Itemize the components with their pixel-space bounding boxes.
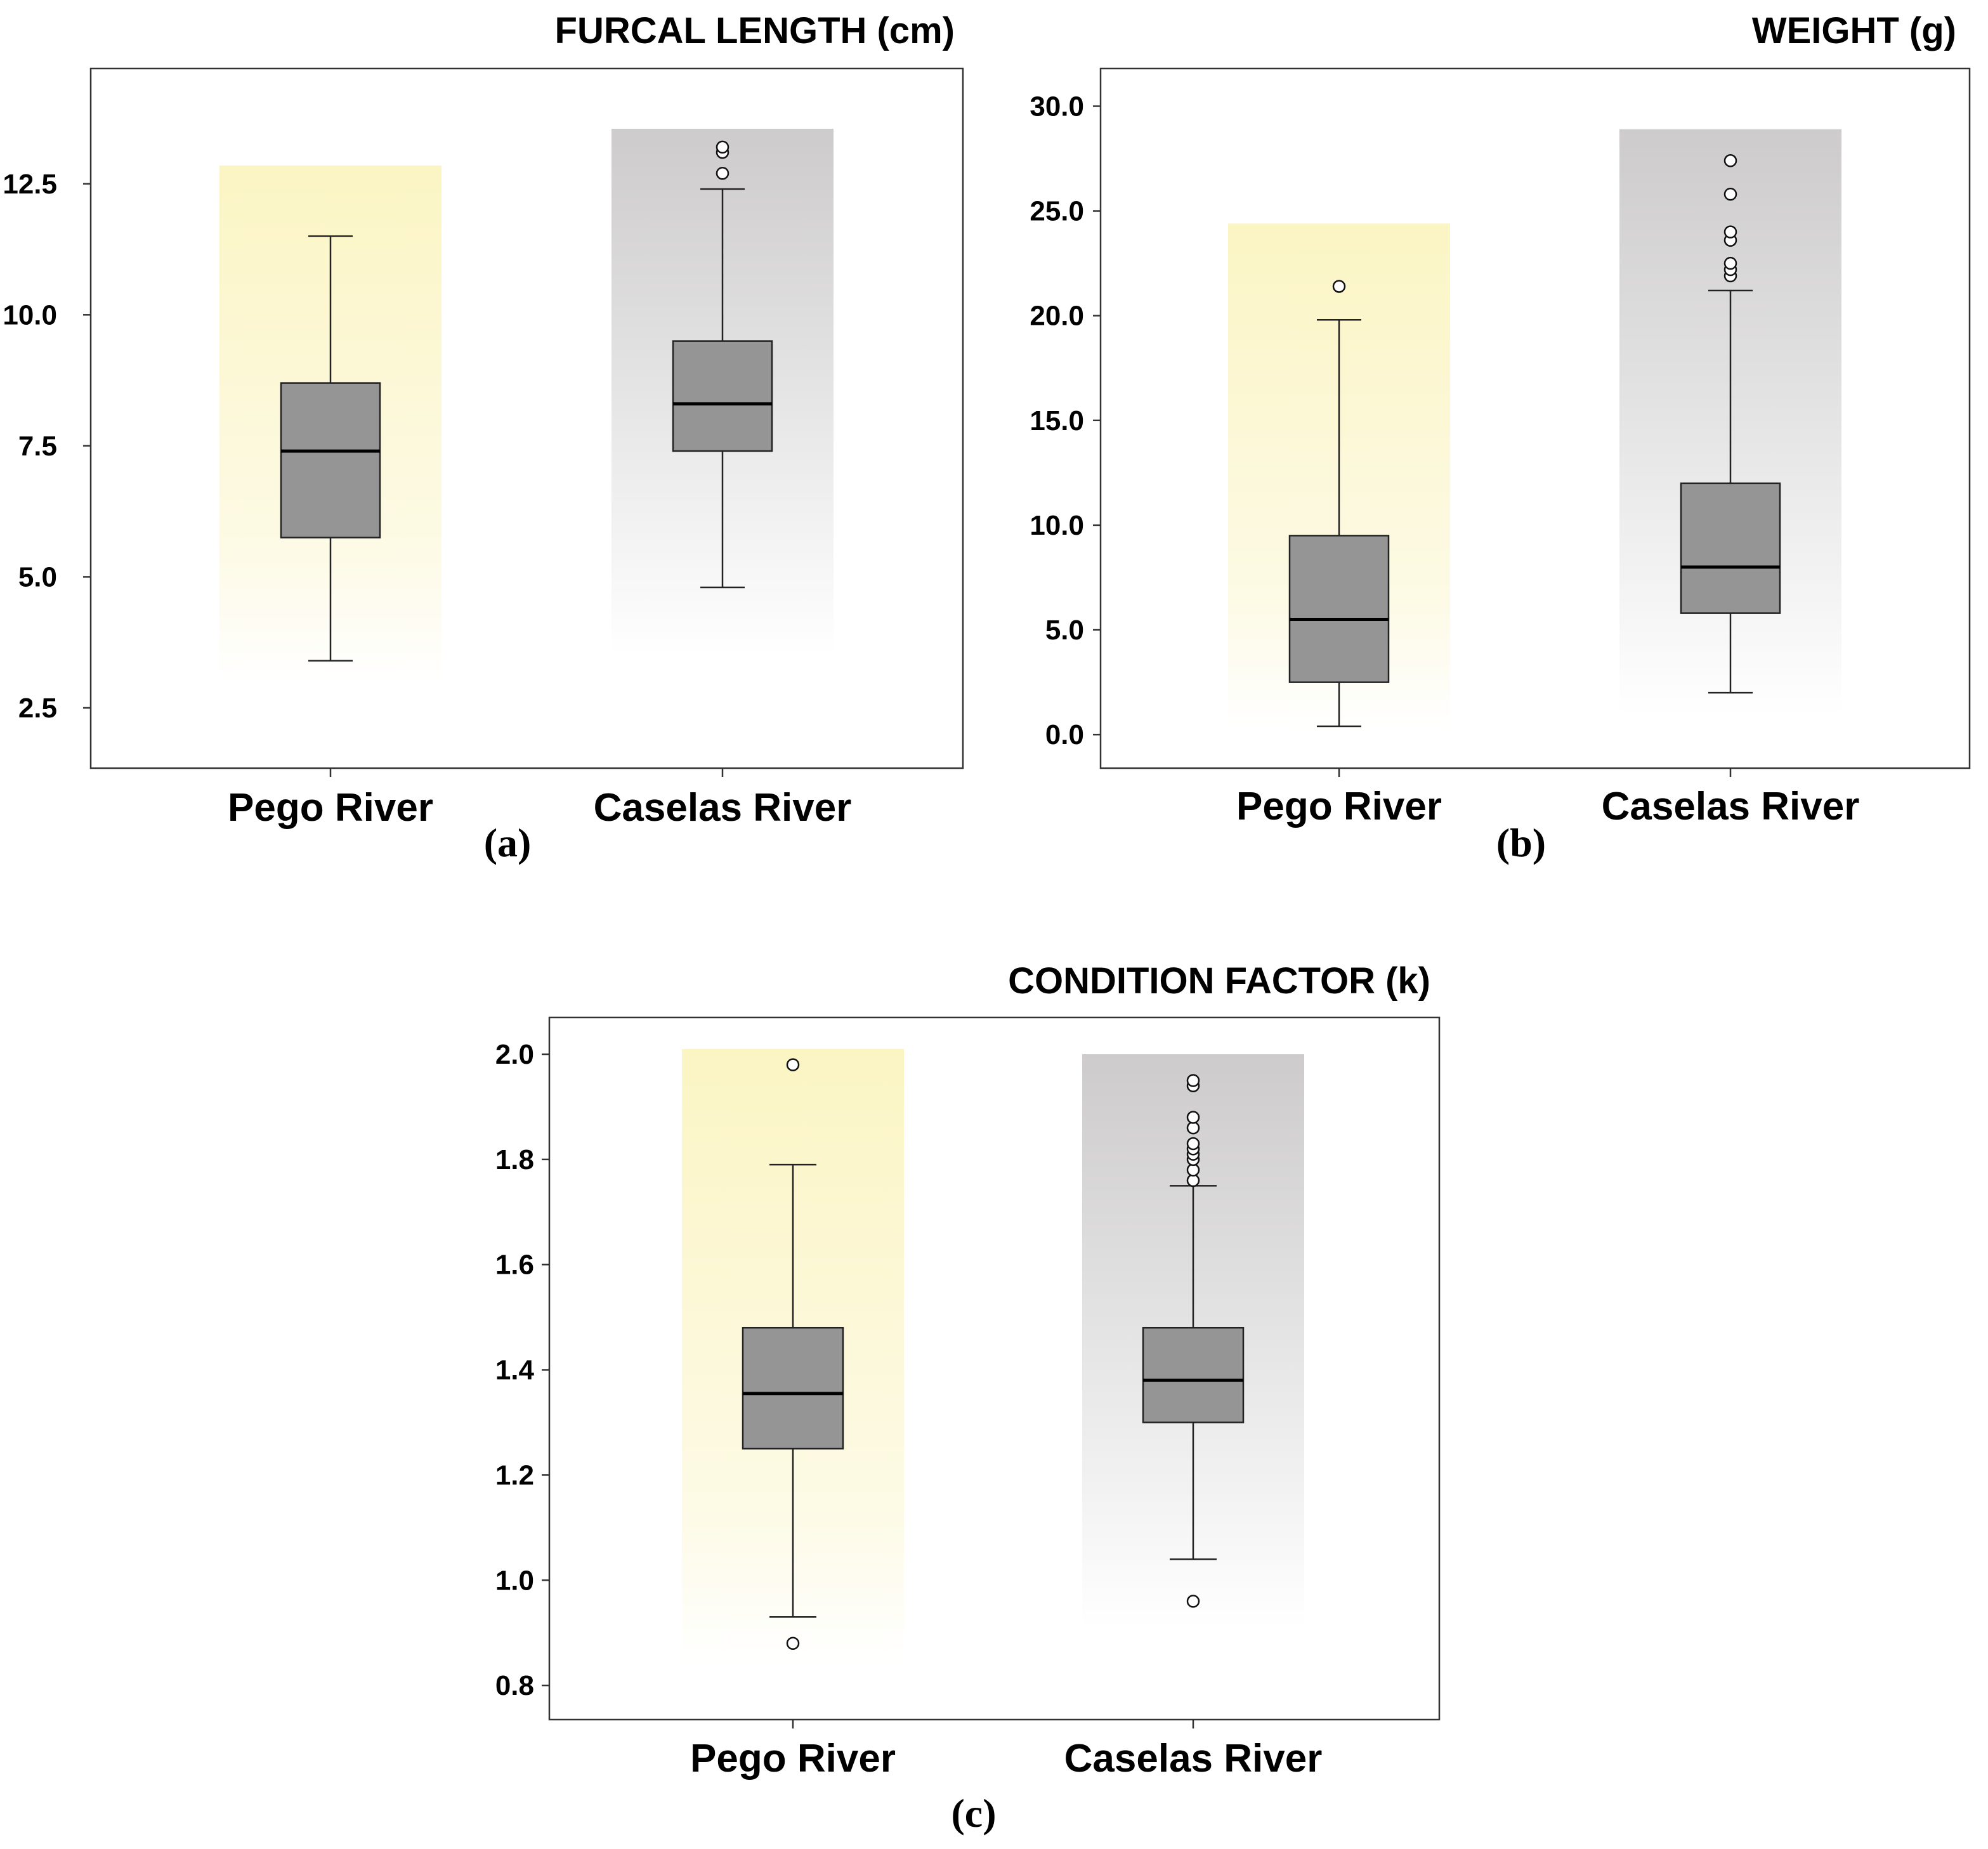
category-label: Caselas River	[594, 786, 852, 830]
panel-a-furcal-length: 2.5 5.0 7.5 10.0 12.5 Pego River Caselas River…	[3, 10, 964, 865]
y-tick-label: 2.0	[495, 1039, 534, 1070]
outlier-point	[1186, 1111, 1200, 1124]
box-iqr	[1288, 535, 1390, 683]
y-tick-label: 1.6	[495, 1250, 534, 1281]
chart-title: CONDITION FACTOR (k)	[1008, 960, 1430, 1002]
outlier-point	[1723, 225, 1737, 238]
outlier-point	[1723, 154, 1737, 167]
y-tick-label: 30.0	[1030, 91, 1084, 122]
y-tick-label: 0.0	[1045, 719, 1084, 750]
category-label: Pego River	[228, 786, 433, 830]
y-tick-label: 0.8	[495, 1670, 534, 1701]
panel-label: (c)	[951, 1791, 996, 1836]
y-tick-label: 7.5	[18, 431, 57, 462]
y-tick-label: 10.0	[1030, 510, 1084, 541]
y-tick-label: 15.0	[1030, 405, 1084, 436]
chart-title: WEIGHT (g)	[1752, 10, 1956, 51]
outlier-point	[716, 166, 729, 180]
y-tick-label: 25.0	[1030, 196, 1084, 227]
outlier-point	[1186, 1595, 1200, 1608]
plot-frame	[1099, 67, 1971, 769]
box-iqr	[1142, 1326, 1245, 1423]
outlier-point	[786, 1637, 800, 1650]
outlier-point	[1723, 187, 1737, 201]
y-tick-label: 20.0	[1030, 301, 1084, 332]
outlier-point	[1186, 1137, 1200, 1151]
outlier-point	[1723, 256, 1737, 270]
panel-label: (b)	[1496, 820, 1546, 865]
y-tick-label: 1.8	[495, 1144, 534, 1175]
y-tick-label: 5.0	[1045, 615, 1084, 646]
outlier-point	[1186, 1163, 1200, 1177]
box-iqr	[280, 382, 381, 539]
y-tick-label: 10.0	[3, 299, 57, 330]
box-iqr	[742, 1326, 844, 1450]
panel-b-weight: 0.0 5.0 10.0 15.0 20.0 25.0 30.0 Pego River Case…	[1030, 10, 1971, 865]
panel-c-condition-factor: 0.8 1.0 1.2 1.4 1.6 1.8 2.0 Pego River Caselas R…	[495, 960, 1441, 1836]
box-iqr	[1680, 482, 1781, 614]
y-tick-label: 2.5	[18, 693, 57, 724]
outlier-point	[786, 1058, 800, 1071]
y-tick-label: 12.5	[3, 169, 57, 200]
panel-label: (a)	[484, 820, 532, 865]
outlier-point	[1332, 280, 1346, 293]
category-label: Caselas River	[1602, 785, 1860, 828]
y-tick-label: 1.4	[495, 1355, 535, 1386]
outlier-point	[1186, 1121, 1200, 1135]
y-tick-label: 5.0	[18, 561, 57, 592]
plot-frame	[89, 67, 964, 769]
category-label: Pego River	[690, 1737, 896, 1780]
box-iqr	[672, 340, 773, 452]
category-label: Caselas River	[1064, 1737, 1323, 1780]
outlier-point	[1186, 1074, 1200, 1087]
y-tick-label: 1.2	[495, 1460, 534, 1491]
y-tick-label: 1.0	[495, 1565, 534, 1596]
outlier-point	[1186, 1173, 1200, 1187]
outlier-point	[716, 140, 729, 154]
category-label: Pego River	[1236, 785, 1442, 828]
chart-title: FURCAL LENGTH (cm)	[555, 10, 955, 51]
plot-frame	[548, 1016, 1441, 1721]
